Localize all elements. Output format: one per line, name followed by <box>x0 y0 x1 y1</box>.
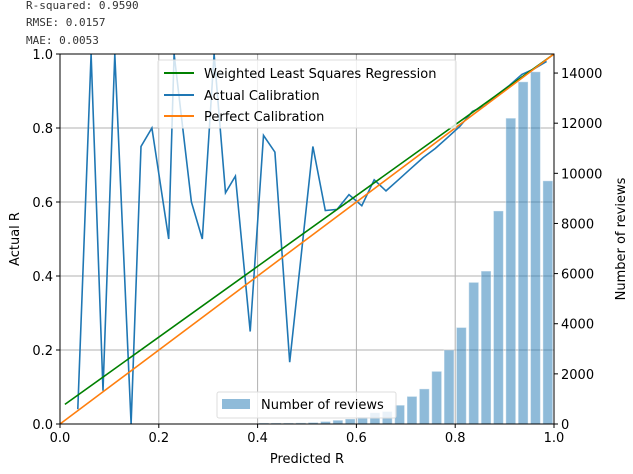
review-count-bar <box>517 81 529 425</box>
review-count-bar <box>332 419 344 425</box>
wls-regression-line <box>64 53 555 406</box>
review-count-bar <box>492 210 504 425</box>
y2-tick-label: 8000 <box>561 217 594 232</box>
x-tick-label: 0.0 <box>50 431 71 446</box>
x-tick-label: 0.6 <box>346 431 367 446</box>
review-count-bar <box>530 71 541 425</box>
x-tick-label: 1.0 <box>544 431 565 446</box>
legend-label-actual: Actual Calibration <box>204 89 320 104</box>
y2-tick-label: 0 <box>561 418 569 433</box>
x-tick-label: 0.2 <box>148 431 169 446</box>
legend-lines: Weighted Least Squares Regression Actual… <box>157 59 457 129</box>
ticks: 0.0 0.2 0.4 0.6 0.8 1.00.00.20.40.60.81.00200… <box>32 48 602 446</box>
lines <box>59 53 555 425</box>
legend-label-bars: Number of reviews <box>261 398 384 413</box>
y-axis-label: Actual R <box>8 212 23 266</box>
plot-frame <box>59 53 555 425</box>
y2-tick-label: 12000 <box>561 117 602 132</box>
y-tick-label: 0.8 <box>32 122 53 137</box>
y-tick-label: 0.4 <box>32 270 53 285</box>
y-tick-label: 0.0 <box>32 418 53 433</box>
review-count-bar <box>406 395 418 425</box>
legend-label-perfect: Perfect Calibration <box>204 110 324 125</box>
y-tick-label: 0.2 <box>32 344 53 359</box>
y2-tick-label: 2000 <box>561 368 594 383</box>
x-tick-label: 0.4 <box>247 431 268 446</box>
mae-text: MAE: 0.0053 <box>26 34 99 47</box>
legend-swatch-bars <box>222 399 250 409</box>
y2-tick-label: 14000 <box>561 67 602 82</box>
legend-bars: Number of reviews <box>216 391 397 419</box>
review-count-bar <box>505 117 517 425</box>
review-count-bar <box>455 326 467 425</box>
y2-tick-label: 6000 <box>561 268 594 283</box>
y2-axis-label: Number of reviews <box>614 177 629 300</box>
y2-tick-label: 10000 <box>561 167 602 182</box>
legend-label-wls: Weighted Least Squares Regression <box>204 67 436 82</box>
review-count-bar <box>418 388 430 425</box>
review-count-bar <box>443 349 455 425</box>
y-tick-label: 1.0 <box>32 48 53 63</box>
r-squared-text: R-squared: 0.9590 <box>26 0 139 12</box>
review-count-bar <box>542 180 554 425</box>
x-axis-label: Predicted R <box>270 452 344 467</box>
y2-tick-label: 4000 <box>561 318 594 333</box>
perfect-calibration-line <box>59 53 555 425</box>
bars <box>60 71 554 425</box>
y-tick-label: 0.6 <box>32 196 53 211</box>
rmse-text: RMSE: 0.0157 <box>26 16 105 29</box>
review-count-bar <box>431 370 443 425</box>
x-tick-label: 0.8 <box>445 431 466 446</box>
review-count-bar <box>344 418 356 425</box>
review-count-bar <box>468 281 480 425</box>
review-count-bar <box>480 270 492 425</box>
